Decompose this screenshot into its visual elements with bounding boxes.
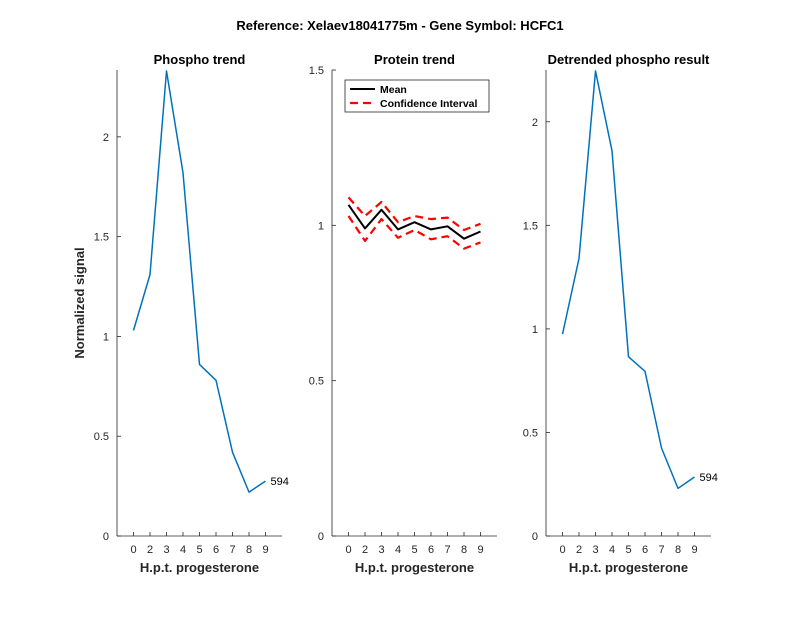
figure-suptitle: Reference: Xelaev18041775m - Gene Symbol… <box>236 18 563 33</box>
x-tick-label: 6 <box>213 544 219 556</box>
y-tick-label: 1.5 <box>523 220 538 232</box>
x-tick-label: 4 <box>609 544 615 556</box>
x-tick-label: 2 <box>362 544 368 556</box>
x-tick-label: 9 <box>691 544 697 556</box>
y-tick-label: 1.5 <box>309 65 324 77</box>
x-tick-label: 6 <box>428 544 434 556</box>
y-tick-label: 0 <box>103 531 109 543</box>
y-tick-label: 1.5 <box>94 232 109 244</box>
x-tick-label: 2 <box>147 544 153 556</box>
point-annotation: 594 <box>271 476 289 488</box>
x-tick-label: 7 <box>229 544 235 556</box>
y-tick-label: 0.5 <box>523 427 538 439</box>
x-axis-label: H.p.t. progesterone <box>569 560 688 575</box>
x-tick-label: 7 <box>658 544 664 556</box>
x-tick-label: 4 <box>180 544 186 556</box>
x-tick-label: 9 <box>262 544 268 556</box>
y-tick-label: 0 <box>318 531 324 543</box>
legend-label-mean: Mean <box>380 84 407 96</box>
panel-title: Phospho trend <box>154 52 246 67</box>
y-tick-label: 2 <box>103 132 109 144</box>
x-tick-label: 5 <box>196 544 202 556</box>
y-tick-label: 2 <box>532 117 538 129</box>
y-axis-label: Normalized signal <box>72 247 87 358</box>
x-tick-label: 4 <box>395 544 401 556</box>
x-tick-label: 0 <box>130 544 136 556</box>
y-tick-label: 0 <box>532 531 538 543</box>
y-tick-label: 1 <box>103 331 109 343</box>
x-tick-label: 5 <box>625 544 631 556</box>
x-tick-label: 8 <box>246 544 252 556</box>
y-tick-label: 0.5 <box>309 376 324 388</box>
panel-title: Detrended phospho result <box>548 52 710 67</box>
series-line-mean <box>347 204 481 240</box>
series-line-phospho <box>132 70 266 493</box>
x-tick-label: 2 <box>576 544 582 556</box>
x-axis-label: H.p.t. progesterone <box>355 560 474 575</box>
legend-box <box>344 79 490 113</box>
x-axis-label: H.p.t. progesterone <box>140 560 259 575</box>
x-tick-label: 3 <box>163 544 169 556</box>
x-tick-label: 3 <box>592 544 598 556</box>
legend-label-ci: Confidence Interval <box>380 98 478 110</box>
x-tick-label: 8 <box>461 544 467 556</box>
y-tick-label: 1 <box>318 220 324 232</box>
x-tick-label: 6 <box>642 544 648 556</box>
series-line-detrended-phospho <box>561 70 695 490</box>
panel-title: Protein trend <box>374 52 455 67</box>
x-tick-label: 5 <box>411 544 417 556</box>
x-tick-label: 0 <box>559 544 565 556</box>
x-tick-label: 7 <box>444 544 450 556</box>
x-tick-label: 3 <box>378 544 384 556</box>
x-tick-label: 9 <box>477 544 483 556</box>
point-annotation: 594 <box>700 472 718 484</box>
x-tick-label: 0 <box>345 544 351 556</box>
series-line-confidence-interval-lower- <box>347 215 481 250</box>
series-line-confidence-interval-upper- <box>347 196 481 232</box>
y-tick-label: 1 <box>532 324 538 336</box>
x-tick-label: 8 <box>675 544 681 556</box>
y-tick-label: 0.5 <box>94 431 109 443</box>
